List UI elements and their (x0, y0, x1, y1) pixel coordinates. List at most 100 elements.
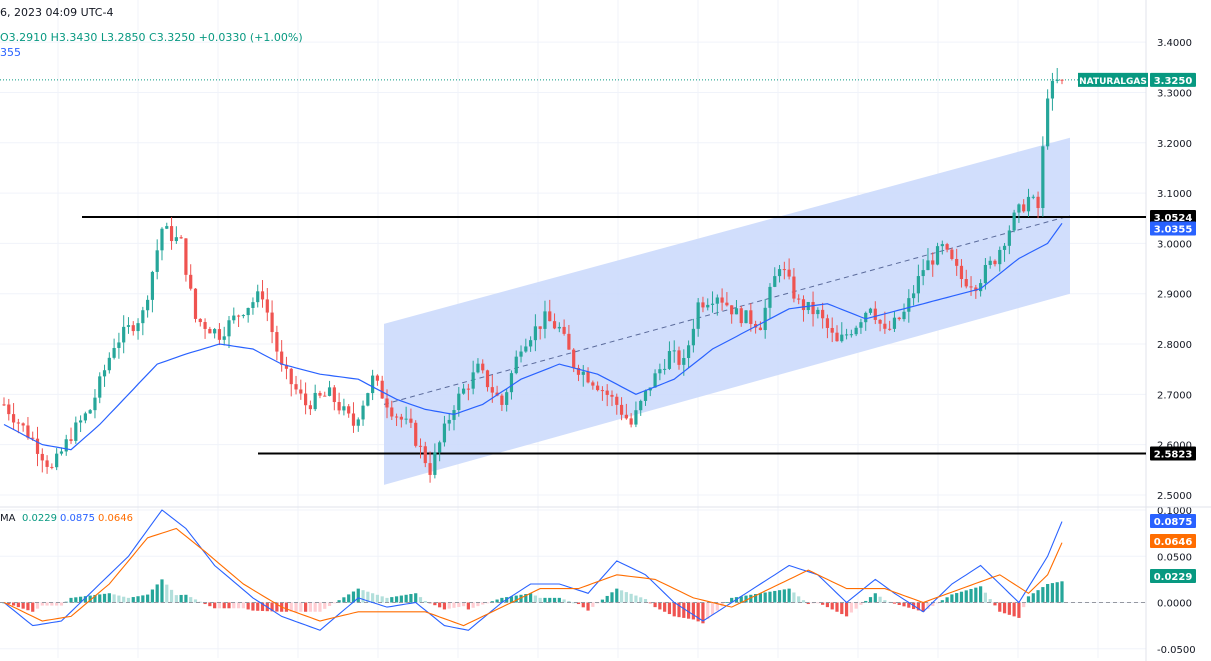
macd-histogram-bar (1017, 602, 1021, 618)
candle-body (706, 304, 710, 308)
macd-histogram-bar (873, 593, 877, 603)
macd-histogram-bar (524, 594, 528, 603)
macd-histogram-bar (117, 595, 121, 603)
macd-histogram-bar (730, 597, 734, 603)
macd-histogram-bar (892, 602, 897, 604)
candle-body (835, 332, 839, 342)
macd-histogram-bar (102, 593, 107, 603)
channel-midline[interactable] (383, 215, 1071, 405)
macd-histogram-bar (1022, 602, 1026, 608)
candle-body (169, 226, 174, 242)
macd-histogram-bar (758, 593, 762, 603)
candle-body (107, 357, 111, 371)
candle-body (701, 302, 705, 308)
candle-body (304, 393, 308, 406)
candle-body (667, 351, 672, 369)
macd-histogram-bar (935, 602, 940, 604)
candle-body (222, 336, 226, 340)
candle-body (1060, 79, 1064, 81)
candle-body (797, 298, 801, 300)
hist-tag (1150, 569, 1196, 583)
macd-histogram-bar (921, 602, 925, 612)
candle-body (619, 404, 624, 415)
candle-body (227, 320, 231, 337)
macd-histogram-bar (959, 591, 964, 603)
macd-histogram-bar (304, 602, 308, 612)
macd-histogram-bar (327, 602, 332, 606)
macd-histogram-bar (294, 602, 298, 612)
candle-body (859, 322, 863, 328)
macd-histogram-bar (179, 594, 183, 603)
candle-body (1031, 196, 1035, 198)
candle-body (720, 297, 724, 303)
price-axis-tick: 2.9000 (1157, 290, 1192, 301)
candle-body (552, 321, 557, 329)
candle-body (935, 246, 940, 265)
macd-histogram-bar (337, 600, 341, 603)
macd-histogram-bar (313, 602, 317, 612)
trend-channel[interactable] (384, 137, 1070, 485)
macd-histogram-bar (643, 599, 648, 603)
macd-histogram-bar (782, 589, 786, 603)
macd-line (3, 509, 1063, 631)
candle-body (16, 422, 20, 424)
candle-body (2, 404, 6, 406)
macd-histogram-bar (634, 595, 638, 603)
candle-body (710, 303, 715, 305)
candle-body (45, 460, 49, 467)
macd-histogram-bar (955, 593, 959, 603)
candle-body (911, 293, 916, 299)
macd-histogram-bar (126, 597, 131, 603)
macd-axis-tick: 0.1000 (1157, 506, 1192, 517)
candle-body (174, 237, 178, 242)
candle-body (461, 388, 466, 394)
candle-body (634, 410, 638, 425)
candle-body (581, 371, 585, 375)
macd-histogram-bar (174, 595, 178, 603)
hist-tag-text: 0.0229 (1154, 572, 1193, 583)
candle-body (945, 244, 949, 250)
macd-histogram-bar (409, 594, 413, 603)
macd-histogram-bar (988, 599, 992, 603)
candle-body (1055, 79, 1059, 81)
macd-histogram-bar (725, 602, 729, 603)
candle-body (682, 357, 686, 365)
macd-legend-macd: 0.0875 (60, 513, 95, 524)
candle-body (955, 258, 959, 266)
macd-histogram-bar (198, 601, 202, 603)
macd-histogram-bar (122, 596, 126, 603)
macd-histogram-bar (945, 597, 949, 603)
last-price-tag-text: 3.3250 (1154, 76, 1193, 87)
macd-histogram-bar (31, 602, 35, 612)
candle-body (715, 297, 719, 304)
candle-body (562, 326, 566, 334)
macd-histogram-bar (591, 602, 595, 607)
macd-histogram-bar (390, 597, 394, 603)
macd-histogram-bar (600, 599, 605, 603)
macd-histogram-bar (533, 595, 537, 603)
candle-body (246, 307, 250, 316)
candle-body (213, 329, 217, 334)
candle-body (653, 373, 657, 388)
macd-histogram-bar (902, 602, 906, 607)
macd-histogram-bar (830, 602, 834, 610)
macd-legend-prefix: MA (0, 513, 16, 524)
symbol-tag-text: NATURALGAS (1079, 77, 1147, 87)
macd-histogram-bar (21, 602, 25, 609)
candle-body (471, 372, 475, 389)
candle-body (385, 398, 389, 408)
price-axis-tick: 3.2000 (1157, 139, 1192, 150)
macd-tag-text: 0.0875 (1154, 517, 1193, 528)
candle-body (423, 446, 427, 464)
candle-body (892, 317, 897, 329)
macd-histogram-bar (979, 586, 983, 603)
candle-body (591, 382, 595, 386)
candle-body (117, 342, 121, 348)
macd-histogram-bar (514, 595, 518, 603)
macd-histogram-bar (318, 602, 322, 612)
macd-histogram-bar (1050, 583, 1055, 603)
candle-body (337, 402, 341, 411)
macd-histogram-bar (275, 602, 279, 612)
candle-body (519, 351, 523, 357)
